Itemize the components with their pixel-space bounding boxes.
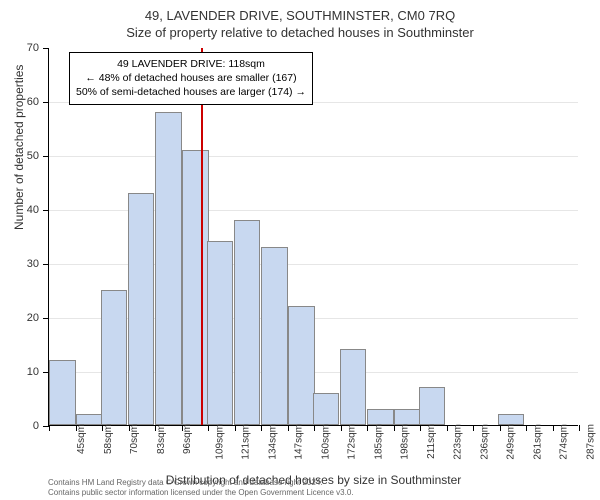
histogram-bar: [207, 241, 234, 425]
annotation-box: 49 LAVENDER DRIVE: 118sqm← 48% of detach…: [69, 52, 313, 105]
histogram-bar: [182, 150, 209, 425]
x-tick-label: 134sqm: [267, 424, 278, 460]
x-tick-label: 121sqm: [241, 424, 252, 460]
y-tick-label: 30: [27, 258, 39, 270]
histogram-bar: [261, 247, 288, 425]
chart-footer: Contains HM Land Registry data © Crown c…: [48, 478, 354, 498]
histogram-bar: [128, 193, 155, 425]
y-tick-label: 0: [33, 420, 39, 432]
histogram-bar: [234, 220, 261, 425]
chart-plot-area: Distribution of detached houses by size …: [48, 48, 578, 426]
x-tick-label: 45sqm: [76, 424, 87, 454]
histogram-bar: [155, 112, 182, 425]
chart-title-subtitle: Size of property relative to detached ho…: [0, 23, 600, 40]
histogram-bar: [394, 409, 421, 425]
histogram-bar: [101, 290, 128, 425]
y-tick-label: 60: [27, 96, 39, 108]
x-tick-label: 236sqm: [479, 424, 490, 460]
histogram-bar: [419, 387, 446, 425]
annotation-line: 49 LAVENDER DRIVE: 118sqm: [76, 57, 306, 71]
x-tick-label: 96sqm: [182, 424, 193, 454]
x-tick-label: 198sqm: [400, 424, 411, 460]
x-tick-label: 211sqm: [425, 424, 436, 459]
chart-titles: 49, LAVENDER DRIVE, SOUTHMINSTER, CM0 7R…: [0, 0, 600, 40]
footer-line1: Contains HM Land Registry data © Crown c…: [48, 478, 354, 488]
chart-title-address: 49, LAVENDER DRIVE, SOUTHMINSTER, CM0 7R…: [0, 0, 600, 23]
annotation-line: ← 48% of detached houses are smaller (16…: [76, 71, 306, 85]
y-tick-label: 10: [27, 366, 39, 378]
x-tick-label: 249sqm: [506, 424, 517, 460]
histogram-bar: [288, 306, 315, 425]
x-tick-label: 70sqm: [129, 424, 140, 454]
x-tick-label: 83sqm: [156, 424, 167, 454]
x-tick-label: 185sqm: [373, 424, 384, 460]
marker-line: [201, 48, 203, 425]
x-tick-label: 223sqm: [453, 424, 464, 460]
y-tick-label: 20: [27, 312, 39, 324]
x-tick-label: 109sqm: [214, 424, 225, 460]
x-tick-label: 160sqm: [320, 424, 331, 460]
histogram-bar: [340, 349, 367, 425]
x-tick-label: 287sqm: [585, 424, 596, 460]
x-tick-label: 147sqm: [294, 424, 305, 460]
y-tick-label: 40: [27, 204, 39, 216]
footer-line2: Contains public sector information licen…: [48, 488, 354, 498]
histogram-bar: [49, 360, 76, 425]
histogram-bar: [313, 393, 340, 425]
y-tick-label: 50: [27, 150, 39, 162]
x-tick-label: 261sqm: [532, 424, 543, 460]
x-tick-label: 58sqm: [103, 424, 114, 454]
x-tick-label: 274sqm: [559, 424, 570, 460]
annotation-line: 50% of semi-detached houses are larger (…: [76, 85, 306, 99]
y-axis-label: Number of detached properties: [12, 65, 26, 230]
y-tick-label: 70: [27, 42, 39, 54]
x-tick-label: 172sqm: [347, 424, 358, 460]
histogram-bar: [367, 409, 394, 425]
